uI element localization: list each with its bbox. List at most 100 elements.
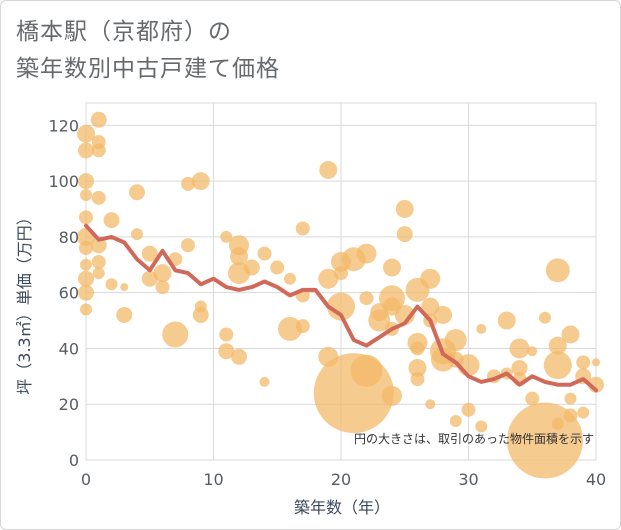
bubble-point	[90, 237, 107, 254]
bubble-point	[243, 259, 260, 276]
y-tick-label: 100	[48, 172, 79, 191]
bubble-point	[334, 266, 348, 281]
bubble-point	[116, 306, 133, 323]
y-tick-label: 20	[59, 395, 79, 414]
bubble-point	[408, 358, 427, 377]
x-ticks: 0 10 20 30 40	[81, 470, 606, 489]
bubble-point	[295, 221, 310, 236]
bubble-point	[231, 348, 247, 365]
chart-title-line1: 橋本駅（京都府）の	[16, 19, 232, 45]
bubble-point	[396, 226, 413, 243]
bubble-point	[527, 346, 538, 357]
bubble-point	[511, 359, 528, 376]
bubble-point	[219, 327, 234, 342]
bubble-point	[382, 385, 402, 406]
bubble-point	[383, 258, 401, 277]
bubble-point	[78, 284, 94, 301]
y-tick-label: 0	[69, 451, 79, 470]
bubble-point	[77, 124, 95, 143]
bubble-point	[497, 311, 516, 330]
bubble-point	[181, 176, 195, 191]
bubble-point	[421, 297, 440, 316]
bubble-point	[318, 268, 339, 289]
bubble-point	[476, 323, 487, 334]
bubble-point	[278, 316, 302, 341]
x-tick-label: 30	[458, 470, 478, 489]
bubble-point	[525, 391, 540, 406]
bubble-point	[79, 210, 93, 225]
bubble-point	[192, 306, 209, 323]
bubble-point	[218, 343, 235, 360]
bubble-point	[577, 406, 590, 419]
x-tick-label: 10	[203, 470, 223, 489]
bubble-point	[80, 303, 92, 316]
chart-title: 橋本駅（京都府）の 築年数別中古戸建て価格	[16, 14, 280, 88]
x-tick-label: 40	[586, 470, 606, 489]
x-tick-label: 0	[81, 470, 91, 489]
chart-title-line2: 築年数別中古戸建て価格	[16, 56, 280, 82]
y-tick-label: 80	[59, 228, 79, 247]
bubble-point	[257, 246, 272, 261]
bubble-point	[368, 309, 391, 332]
bubble-point	[592, 358, 600, 367]
bubble-point	[359, 291, 374, 306]
bubble-point	[141, 245, 158, 262]
bubble-point	[395, 199, 414, 218]
bubble-point	[461, 402, 476, 417]
bubble-point	[539, 311, 551, 324]
bubble-point	[270, 260, 285, 275]
bubble-point	[561, 325, 580, 344]
bubble-point	[420, 268, 441, 289]
bubble-point	[181, 238, 195, 253]
bubble-point	[120, 283, 129, 292]
bubble-point	[563, 408, 578, 423]
y-tick-label: 120	[48, 116, 79, 135]
bubble-point	[444, 329, 467, 352]
bubble-point	[449, 414, 462, 427]
bubble-point	[91, 254, 106, 269]
bubble-point	[410, 341, 425, 356]
bubble-point	[78, 270, 94, 287]
bubble-point	[162, 321, 189, 348]
bubble-point	[431, 347, 455, 372]
y-tick-label: 60	[59, 284, 79, 303]
bubble-point	[80, 189, 92, 202]
y-tick-label: 40	[59, 339, 79, 358]
bubble-point	[507, 402, 583, 479]
bubble-point	[155, 280, 170, 295]
bubble-point	[103, 212, 120, 229]
bubble-point	[191, 172, 210, 191]
bubble-point	[551, 417, 564, 430]
bubble-point	[545, 258, 570, 283]
y-axis-label: 坪（3.3㎡）単価（万円）	[15, 209, 34, 394]
bubble-point	[327, 292, 355, 321]
bubble-point	[434, 305, 452, 324]
bubble-point	[356, 243, 377, 264]
bubble-point	[78, 173, 94, 190]
bubble-point	[91, 190, 106, 205]
bubble-point	[131, 228, 143, 241]
bubble-point	[79, 241, 93, 256]
bubble-point	[350, 354, 383, 387]
bubble-point	[410, 372, 425, 387]
bubble-point	[295, 319, 310, 334]
bubble-point	[319, 160, 338, 179]
trend-line	[84, 223, 598, 393]
bubble-point	[80, 258, 92, 271]
bubble-point	[259, 376, 270, 387]
bubble-point	[564, 392, 577, 405]
bubble-point	[220, 230, 233, 243]
chart-annotation: 円の大きさは、取引のあった物件面積を示す	[354, 431, 594, 446]
bubble-point	[78, 142, 94, 159]
bubble-point	[91, 143, 106, 158]
bubble-point	[543, 351, 572, 380]
y-ticks: 0 20 40 60 80 100 120	[48, 116, 79, 470]
bubble-point	[153, 264, 172, 283]
x-axis-label: 築年数（年）	[294, 498, 390, 517]
bubble-point	[105, 278, 118, 291]
bubble-point	[230, 247, 248, 266]
trend-line-group	[84, 223, 598, 393]
bubble-point	[92, 267, 105, 280]
bubble-point	[576, 355, 591, 370]
